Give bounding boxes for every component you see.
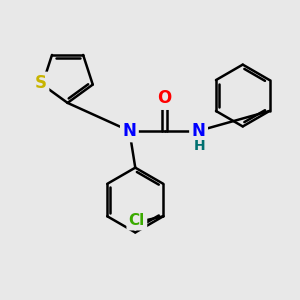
Text: H: H [194,139,205,153]
Text: Cl: Cl [129,213,145,228]
Text: S: S [35,74,47,92]
Text: N: N [192,122,206,140]
Text: O: O [158,89,172,107]
Text: N: N [122,122,136,140]
